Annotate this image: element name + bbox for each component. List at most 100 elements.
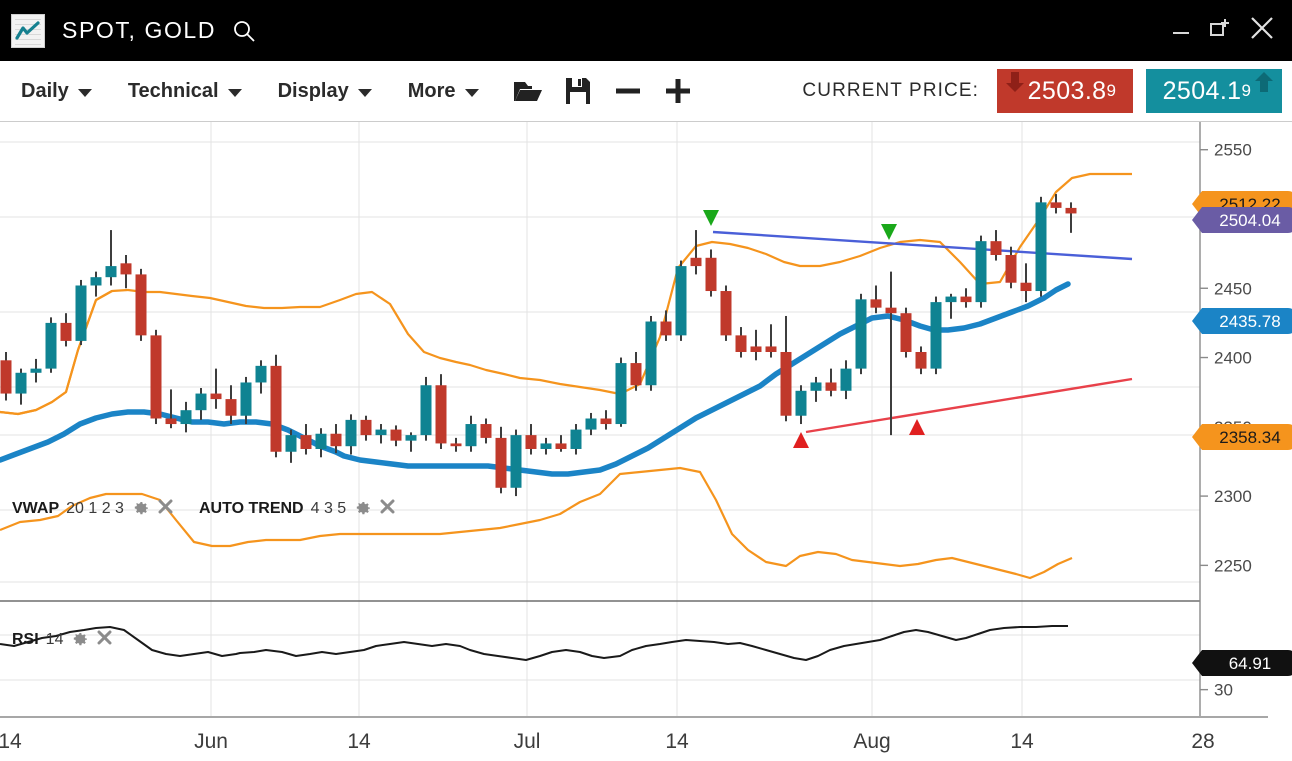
candle-body bbox=[645, 321, 657, 386]
display-menu[interactable]: Display bbox=[269, 71, 381, 111]
tag-shape bbox=[1192, 207, 1292, 233]
ask-price-fraction: 9 bbox=[1241, 81, 1252, 100]
swing-high-marker bbox=[703, 210, 719, 226]
search-icon[interactable] bbox=[233, 20, 255, 42]
candle-body bbox=[1035, 202, 1047, 292]
bid-price-value: 2503.8 bbox=[1027, 76, 1107, 105]
new-window-icon[interactable] bbox=[1208, 16, 1232, 45]
tag-shape bbox=[1192, 424, 1292, 450]
save-disk-icon[interactable] bbox=[560, 73, 596, 109]
candle-body bbox=[0, 360, 12, 394]
rsi-legend-params: 14 bbox=[45, 631, 64, 648]
candle-body bbox=[1020, 282, 1032, 292]
time-tick-label: 14 bbox=[1010, 730, 1034, 753]
candle-body bbox=[165, 418, 177, 425]
candle-body bbox=[885, 307, 897, 314]
candle-body bbox=[285, 435, 297, 452]
auto-trend-legend[interactable]: AUTO TREND 4 3 5 bbox=[199, 497, 396, 521]
window-controls bbox=[1170, 14, 1292, 47]
open-folder-icon[interactable] bbox=[510, 73, 546, 109]
candle-body bbox=[240, 382, 252, 416]
bid-price-box[interactable]: 2503.8 9 bbox=[997, 69, 1133, 113]
candle-body bbox=[900, 313, 912, 352]
vwap-lower-tag[interactable]: 2358.34 bbox=[1192, 424, 1292, 450]
tag-shape bbox=[1192, 308, 1292, 334]
ask-price-box[interactable]: 2504.1 9 bbox=[1146, 69, 1282, 113]
time-tick-label: 14 bbox=[0, 730, 22, 753]
chart-canvas[interactable]: 2550250024502400235023002250 30 14Jun14J… bbox=[0, 122, 1292, 761]
support-trendline[interactable] bbox=[805, 377, 1133, 434]
candle-body bbox=[345, 419, 357, 447]
candle-body bbox=[780, 351, 792, 416]
more-menu[interactable]: More bbox=[399, 71, 488, 111]
vwap-legend[interactable]: VWAP 20 1 2 3 bbox=[12, 497, 174, 521]
candle-body bbox=[990, 241, 1002, 256]
chart-area[interactable]: 2550250024502400235023002250 30 14Jun14J… bbox=[0, 122, 1292, 761]
candle-body bbox=[1005, 255, 1017, 283]
timeframe-menu[interactable]: Daily bbox=[12, 71, 101, 111]
time-tick-label: Aug bbox=[853, 730, 890, 753]
candle-body bbox=[615, 363, 627, 425]
time-tick-label: 14 bbox=[665, 730, 689, 753]
more-menu-label: More bbox=[407, 79, 456, 102]
candle-body bbox=[525, 435, 537, 449]
candle-body bbox=[450, 443, 462, 447]
candle-body bbox=[570, 429, 582, 449]
close-icon[interactable] bbox=[1248, 14, 1276, 47]
gear-icon[interactable] bbox=[70, 628, 89, 652]
candle-body bbox=[75, 285, 87, 341]
vwap-line bbox=[0, 290, 113, 416]
chevron-down-icon bbox=[357, 88, 372, 97]
candle-body bbox=[1050, 202, 1062, 208]
chevron-down-icon bbox=[227, 88, 242, 97]
candle-body bbox=[420, 385, 432, 436]
price-tick-label: 2300 bbox=[1214, 487, 1252, 506]
time-tick-label: 28 bbox=[1191, 730, 1214, 753]
candle-body bbox=[150, 335, 162, 419]
candle-body bbox=[705, 257, 717, 292]
candle-body bbox=[30, 368, 42, 373]
resistance-trendline[interactable] bbox=[712, 230, 1133, 261]
display-menu-label: Display bbox=[277, 79, 349, 102]
tag-value: 2504.04 bbox=[1219, 211, 1280, 230]
close-icon[interactable] bbox=[157, 498, 174, 520]
candle-body bbox=[495, 437, 507, 488]
candle-body bbox=[945, 296, 957, 303]
candle-body bbox=[960, 296, 972, 303]
technical-menu[interactable]: Technical bbox=[119, 71, 251, 111]
rsi-value-tag[interactable]: 64.91 bbox=[1192, 650, 1292, 676]
zoom-out-icon[interactable] bbox=[610, 73, 646, 109]
candle-body bbox=[735, 335, 747, 352]
candle-body bbox=[855, 299, 867, 369]
zoom-in-icon[interactable] bbox=[660, 73, 696, 109]
candle-body bbox=[1065, 207, 1077, 214]
candle-body bbox=[315, 433, 327, 449]
candle-body bbox=[630, 363, 642, 386]
gear-icon[interactable] bbox=[353, 497, 372, 521]
auto-trend-legend-label: AUTO TREND bbox=[199, 500, 304, 517]
toolbar: Daily Technical Display More bbox=[0, 61, 1292, 122]
candle-body bbox=[195, 393, 207, 411]
candle-body bbox=[825, 382, 837, 391]
candle-body bbox=[540, 443, 552, 449]
close-icon[interactable] bbox=[379, 498, 396, 520]
last-price-tag[interactable]: 2504.04 bbox=[1192, 207, 1292, 233]
candle-body bbox=[585, 418, 597, 430]
candle-body bbox=[510, 435, 522, 488]
gear-icon[interactable] bbox=[131, 497, 150, 521]
rsi-legend[interactable]: RSI 14 bbox=[12, 628, 113, 652]
candle-body bbox=[675, 266, 687, 336]
candlestick-series bbox=[0, 194, 1077, 497]
vwap-lower-band bbox=[0, 466, 1073, 580]
candle-body bbox=[60, 322, 72, 341]
tag-value: 2435.78 bbox=[1219, 312, 1280, 331]
candle-body bbox=[270, 365, 282, 452]
rsi-axis-ticks: 30 bbox=[1200, 681, 1233, 700]
candle-body bbox=[720, 291, 732, 336]
ma-tag[interactable]: 2435.78 bbox=[1192, 308, 1292, 334]
tag-value: 64.91 bbox=[1229, 654, 1272, 673]
auto-trend-legend-params: 4 3 5 bbox=[310, 500, 347, 517]
minimize-icon[interactable] bbox=[1170, 17, 1192, 44]
close-icon[interactable] bbox=[96, 629, 113, 651]
